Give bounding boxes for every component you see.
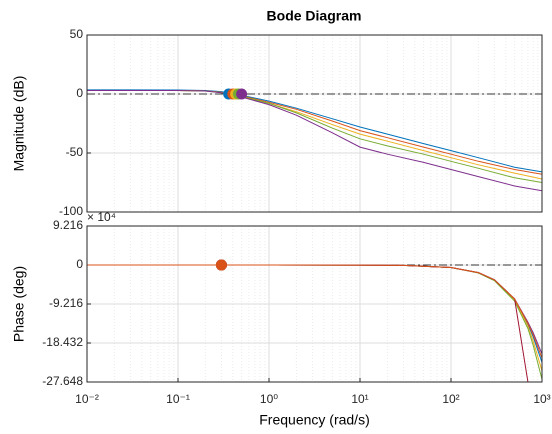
x-axis-label: Frequency (rad/s) <box>259 412 369 428</box>
y-tick-label: -9.216 <box>49 296 83 310</box>
y-axis-label: Magnitude (dB) <box>11 76 27 172</box>
axes-box <box>86 225 543 383</box>
crossover-marker <box>215 259 227 271</box>
y-tick-label: 9.216 <box>53 218 83 232</box>
y-tick-label: -27.648 <box>42 374 83 388</box>
x-tick-label: 10⁻² <box>75 392 99 406</box>
y-tick-label: 50 <box>70 27 84 41</box>
x-tick-label: 10³ <box>533 392 550 406</box>
series-group <box>87 89 542 192</box>
y-tick-label: -100 <box>59 204 83 218</box>
y-tick-label: -18.432 <box>42 335 83 349</box>
series-line <box>87 90 542 192</box>
x-tick-label: 10⁻¹ <box>166 392 190 406</box>
series-line <box>87 264 542 359</box>
x-tick-label: 10⁰ <box>260 392 278 406</box>
x-tick-label: 10¹ <box>351 392 368 406</box>
x-tick-label: 10² <box>442 392 459 406</box>
chart-title: Bode Diagram <box>267 8 362 24</box>
y-tick-label: 0 <box>76 257 83 271</box>
y-axis-label: Phase (deg) <box>11 266 27 342</box>
crossover-marker <box>236 88 248 100</box>
axes-box <box>86 34 543 213</box>
y-multiplier: × 10⁴ <box>87 210 116 224</box>
y-tick-label: -50 <box>66 145 84 159</box>
series-group <box>87 264 542 382</box>
y-tick-label: 0 <box>76 86 83 100</box>
